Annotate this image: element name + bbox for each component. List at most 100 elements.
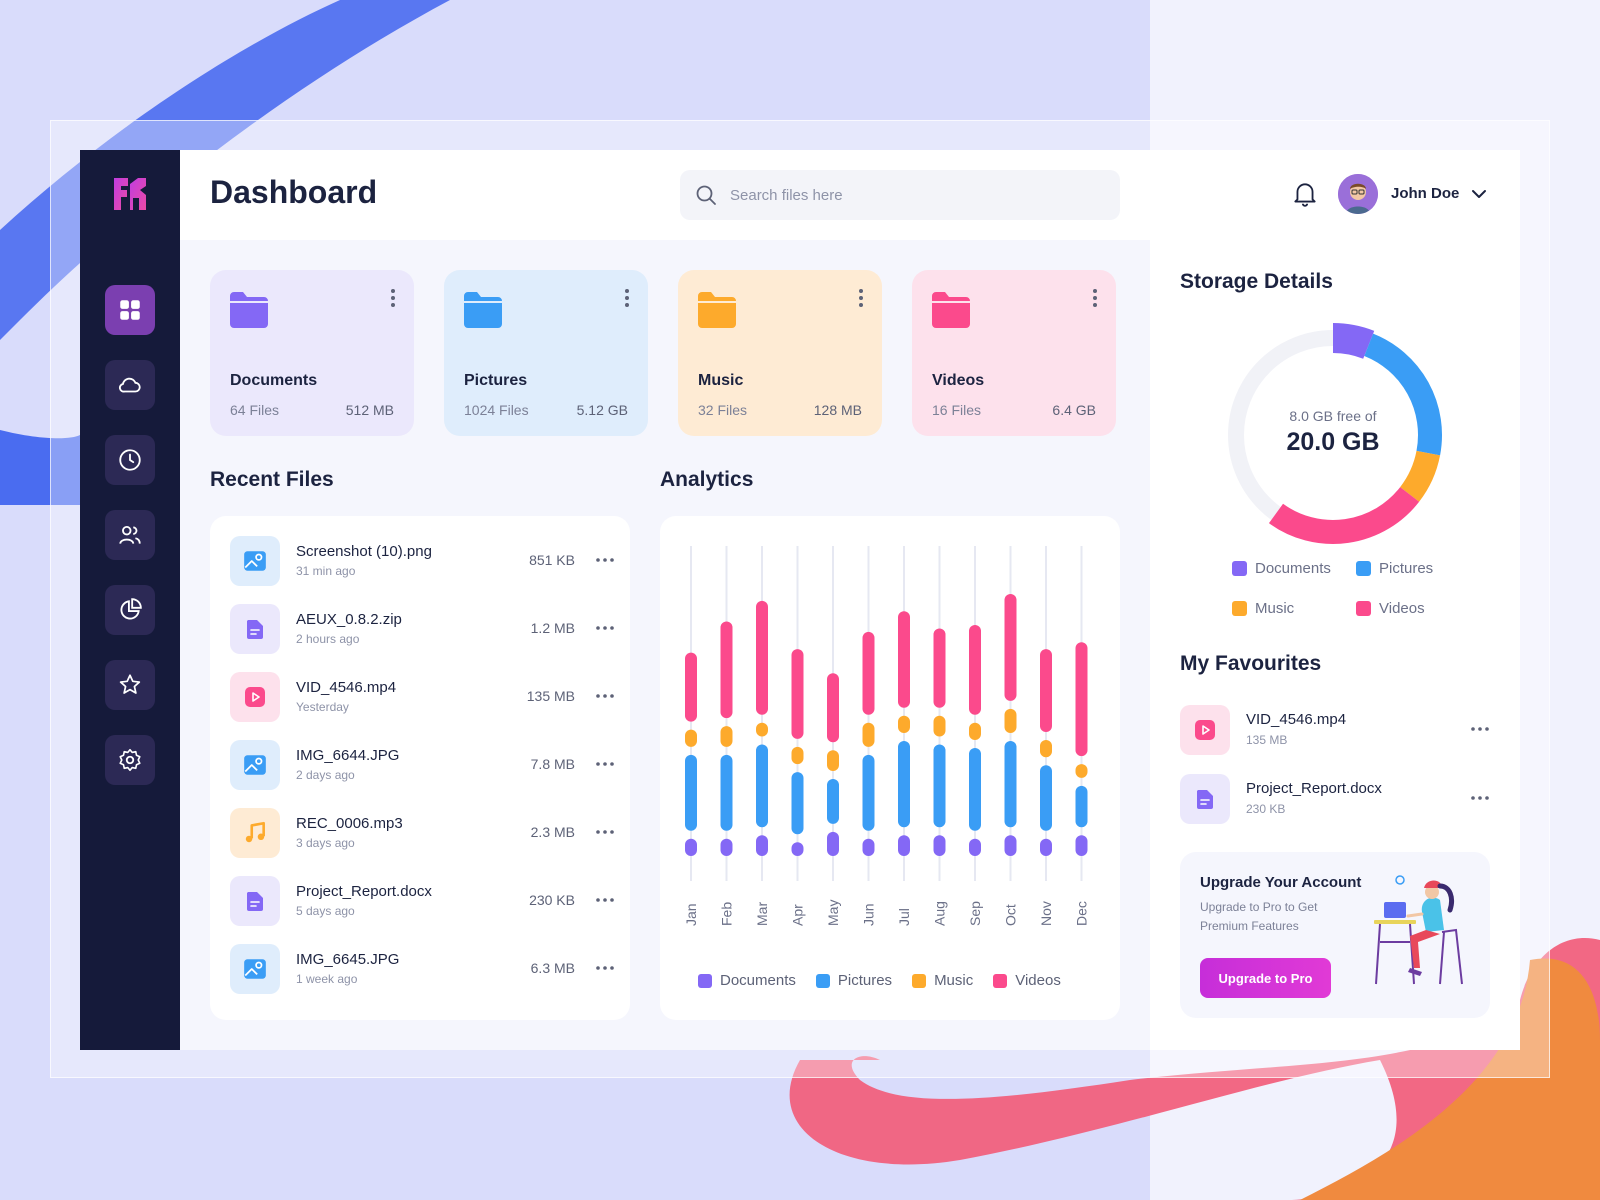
- bar-videos-may: [827, 673, 839, 743]
- file-name: IMG_6645.JPG: [296, 951, 400, 968]
- bar-pictures-may: [827, 779, 839, 824]
- more-horizontal-icon[interactable]: [595, 822, 615, 842]
- users-icon: [119, 525, 141, 544]
- sidebar: [80, 150, 180, 1050]
- legend-videos: Videos: [993, 972, 1061, 989]
- more-horizontal-icon[interactable]: [595, 550, 615, 570]
- storage-title: Storage Details: [1180, 270, 1333, 293]
- bar-videos-jul: [898, 611, 910, 708]
- more-vertical-icon[interactable]: [390, 288, 396, 308]
- bar-videos-nov: [1040, 649, 1052, 732]
- file-time: Yesterday: [296, 700, 349, 714]
- nav-cloud[interactable]: [105, 360, 155, 410]
- bar-music-dec: [1075, 764, 1088, 778]
- bar-pictures-oct: [1004, 741, 1017, 828]
- legend-pictures: Pictures: [1356, 560, 1433, 577]
- more-horizontal-icon[interactable]: [595, 686, 615, 706]
- more-vertical-icon[interactable]: [624, 288, 630, 308]
- chevron-down-icon[interactable]: [1470, 185, 1488, 203]
- upgrade-description: Upgrade to Pro to Get Premium Features: [1200, 900, 1318, 933]
- bar-videos-feb: [720, 621, 733, 719]
- file-size: 2.3 MB: [530, 824, 575, 840]
- bar-videos-aug: [933, 628, 946, 708]
- favourite-item[interactable]: VID_4546.mp4 135 MB: [1180, 705, 1490, 755]
- more-horizontal-icon[interactable]: [595, 618, 615, 638]
- chart-legend: Documents Pictures Music Videos: [698, 972, 1061, 989]
- bar-documents-feb: [720, 838, 733, 856]
- recent-files-title: Recent Files: [210, 468, 334, 491]
- favourite-name: VID_4546.mp4: [1246, 711, 1347, 728]
- more-horizontal-icon[interactable]: [1470, 719, 1490, 739]
- header: Dashboard John Doe: [180, 150, 1520, 240]
- document-file-icon: [1180, 774, 1230, 824]
- analytics-chart: Jan Feb Mar Apr May Jun Jul Aug Sep Oct Nov Dec Doc…: [660, 516, 1120, 1020]
- folder-size: 128 MB: [813, 402, 862, 418]
- file-row[interactable]: Project_Report.docx 5 days ago 230 KB: [230, 876, 615, 926]
- avatar[interactable]: [1338, 174, 1378, 214]
- file-row[interactable]: Screenshot (10).png 31 min ago 851 KB: [230, 536, 615, 586]
- recent-files-list: Screenshot (10).png 31 min ago 851 KB AEUX_…: [210, 516, 630, 1020]
- x-tick-label: Aug: [932, 901, 948, 926]
- file-row[interactable]: VID_4546.mp4 Yesterday 135 MB: [230, 672, 615, 722]
- more-vertical-icon[interactable]: [1092, 288, 1098, 308]
- search-box[interactable]: [680, 170, 1120, 220]
- page-title: Dashboard: [210, 174, 378, 210]
- bar-pictures-dec: [1075, 785, 1088, 828]
- bar-documents-sep: [969, 838, 981, 856]
- file-time: 5 days ago: [296, 904, 355, 918]
- legend-documents: Documents: [698, 972, 796, 989]
- nav-recent[interactable]: [105, 435, 155, 485]
- donut-segment-music: [1399, 450, 1441, 502]
- legend-videos: Videos: [1356, 600, 1425, 617]
- more-horizontal-icon[interactable]: [595, 754, 615, 774]
- image-file-icon: [230, 536, 280, 586]
- folder-card-videos[interactable]: Videos 16 Files 6.4 GB: [912, 270, 1116, 436]
- bar-documents-apr: [791, 842, 804, 856]
- nav-settings[interactable]: [105, 735, 155, 785]
- folder-size: 5.12 GB: [576, 402, 628, 418]
- nav-reports[interactable]: [105, 585, 155, 635]
- file-row[interactable]: AEUX_0.8.2.zip 2 hours ago 1.2 MB: [230, 604, 615, 654]
- music-file-icon: [230, 808, 280, 858]
- notification-bell-icon[interactable]: [1292, 180, 1318, 208]
- star-icon: [119, 674, 141, 694]
- file-name: AEUX_0.8.2.zip: [296, 611, 402, 628]
- bar-pictures-sep: [969, 747, 981, 831]
- nav-shared[interactable]: [105, 510, 155, 560]
- more-horizontal-icon[interactable]: [595, 890, 615, 910]
- folder-card-documents[interactable]: Documents 64 Files 512 MB: [210, 270, 414, 436]
- bar-documents-aug: [933, 835, 946, 856]
- more-horizontal-icon[interactable]: [1470, 788, 1490, 808]
- bar-pictures-jan: [685, 754, 697, 831]
- nav-dashboard[interactable]: [105, 285, 155, 335]
- video-file-icon: [230, 672, 280, 722]
- more-vertical-icon[interactable]: [858, 288, 864, 308]
- search-input[interactable]: [730, 186, 1090, 204]
- folder-size: 512 MB: [345, 402, 394, 418]
- image-file-icon: [230, 944, 280, 994]
- more-horizontal-icon[interactable]: [595, 958, 615, 978]
- folder-card-music[interactable]: Music 32 Files 128 MB: [678, 270, 882, 436]
- user-name[interactable]: John Doe: [1391, 185, 1460, 202]
- bar-documents-oct: [1004, 835, 1017, 856]
- nav-favourites[interactable]: [105, 660, 155, 710]
- file-size: 1.2 MB: [530, 620, 575, 636]
- file-size: 7.8 MB: [530, 756, 575, 772]
- file-time: 2 hours ago: [296, 632, 360, 646]
- storage-total: 20.0 GB: [1286, 428, 1380, 456]
- folder-file-count: 1024 Files: [464, 402, 529, 418]
- file-row[interactable]: REC_0006.mp3 3 days ago 2.3 MB: [230, 808, 615, 858]
- app-window: Dashboard John Doe Documents 64 Files 51…: [80, 150, 1520, 1050]
- gear-icon: [119, 748, 141, 772]
- file-time: 2 days ago: [296, 768, 355, 782]
- file-row[interactable]: IMG_6644.JPG 2 days ago 7.8 MB: [230, 740, 615, 790]
- upgrade-button[interactable]: Upgrade to Pro: [1200, 958, 1331, 998]
- favourite-item[interactable]: Project_Report.docx 230 KB: [1180, 774, 1490, 824]
- x-tick-label: Dec: [1074, 901, 1090, 926]
- user-photo: [1338, 174, 1378, 214]
- file-row[interactable]: IMG_6645.JPG 1 week ago 6.3 MB: [230, 944, 615, 994]
- bar-documents-jan: [685, 838, 697, 856]
- bar-videos-sep: [969, 625, 981, 715]
- favourite-size: 230 KB: [1246, 802, 1286, 816]
- folder-card-pictures[interactable]: Pictures 1024 Files 5.12 GB: [444, 270, 648, 436]
